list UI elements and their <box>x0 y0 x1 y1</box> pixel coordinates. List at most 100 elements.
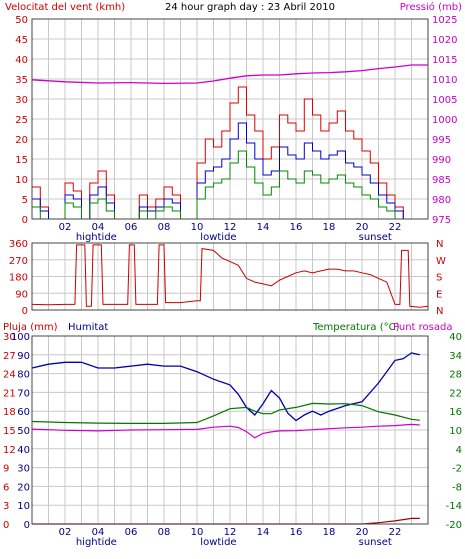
series-min <box>32 150 420 220</box>
y-tick-label: 270 <box>9 256 28 267</box>
y-tick-label: 40 <box>15 55 28 66</box>
rain-tick-label: 21 <box>3 388 16 399</box>
y2-tick-label: 1020 <box>432 35 457 46</box>
y2-tick-label: 10 <box>449 426 462 437</box>
y-tick-label: 50 <box>15 15 28 26</box>
y-tick-label: 0 <box>22 306 28 317</box>
series-direction <box>31 244 429 308</box>
chart-title: 24 hour graph day : 23 Abril 2010 <box>165 2 335 13</box>
y-tick-label: 50 <box>17 426 30 437</box>
y2-tick-label: -20 <box>446 520 462 531</box>
y-tick-label: 10 <box>15 175 28 186</box>
tide-label: sunset <box>359 537 392 548</box>
y2-tick-label: 975 <box>432 215 451 226</box>
x-tick-label: 02 <box>59 222 72 233</box>
x-tick-label: 10 <box>191 527 204 538</box>
series-pressure <box>31 64 428 85</box>
humidity-label: Humitat <box>68 322 108 333</box>
y2-tick-label: 28 <box>449 370 462 381</box>
y2-tick-label: 990 <box>432 155 451 166</box>
series-humidity <box>31 352 420 422</box>
tide-label: lowtide <box>200 537 236 548</box>
y-tick-label: 30 <box>17 464 30 475</box>
rain-tick-label: 9 <box>3 464 9 475</box>
plot-border <box>31 242 429 311</box>
y2-tick-label: 34 <box>449 351 462 362</box>
x-tick-label: 20 <box>356 222 369 233</box>
y-tick-label: 0 <box>24 520 30 531</box>
x-tick-label: 16 <box>290 222 303 233</box>
y2-tick-label: 4 <box>456 445 462 456</box>
humidity-temperature-panel: 0369121518212427300102030405060708090100… <box>3 332 462 548</box>
rain-tick-label: 18 <box>3 407 16 418</box>
x-tick-label: 12 <box>224 222 237 233</box>
y2-tick-label: -14 <box>446 501 462 512</box>
rain-tick-label: 15 <box>3 426 16 437</box>
compass-label: N <box>436 239 443 250</box>
wind-speed-label: Velocitat del vent (kmh) <box>5 2 125 13</box>
dewpoint-label: Punt rosada <box>393 322 452 333</box>
y2-tick-label: 985 <box>432 175 451 186</box>
y-tick-label: 25 <box>15 115 28 126</box>
x-tick-label: 08 <box>158 222 171 233</box>
compass-label: E <box>436 289 442 300</box>
y-tick-label: 80 <box>17 370 30 381</box>
x-tick-label: 08 <box>158 527 171 538</box>
y2-tick-label: 1000 <box>432 115 457 126</box>
y2-tick-label: -2 <box>452 464 462 475</box>
y-tick-label: 15 <box>15 155 28 166</box>
y2-tick-label: 1025 <box>432 15 457 26</box>
tide-label: sunset <box>359 232 392 243</box>
rain-tick-label: 30 <box>3 332 16 343</box>
y2-tick-label: 40 <box>449 332 462 343</box>
y2-tick-label: -8 <box>452 482 462 493</box>
pressure-label: Pressió (mb) <box>400 1 462 13</box>
x-tick-label: 18 <box>323 527 336 538</box>
x-tick-label: 18 <box>323 222 336 233</box>
x-tick-label: 06 <box>125 527 138 538</box>
y-tick-label: 5 <box>22 195 28 206</box>
y-tick-label: 40 <box>17 445 30 456</box>
x-tick-label: 04 <box>92 527 105 538</box>
y-tick-label: 45 <box>15 35 28 46</box>
x-tick-label: 20 <box>356 527 369 538</box>
y-tick-label: 20 <box>17 482 30 493</box>
y-tick-label: 180 <box>9 273 28 284</box>
x-tick-label: 16 <box>290 527 303 538</box>
compass-label: S <box>436 273 442 284</box>
x-tick-label: 14 <box>257 527 270 538</box>
y-tick-label: 90 <box>15 289 28 300</box>
y2-tick-label: 995 <box>432 135 451 146</box>
rain-tick-label: 3 <box>3 501 9 512</box>
series-gust <box>32 86 420 220</box>
rain-label: Pluja (mm) <box>3 322 58 333</box>
series-temp <box>31 402 420 424</box>
temperature-label: Temperatura (°C) <box>312 322 400 333</box>
rain-tick-label: 27 <box>3 351 16 362</box>
x-tick-label: 04 <box>92 222 105 233</box>
y-tick-label: 0 <box>22 215 28 226</box>
x-tick-label: 02 <box>59 527 72 538</box>
rain-tick-label: 24 <box>3 370 16 381</box>
y-tick-label: 30 <box>15 95 28 106</box>
y-tick-label: 90 <box>17 351 30 362</box>
y2-tick-label: 1015 <box>432 55 457 66</box>
tide-label: hightide <box>76 537 117 548</box>
series-dew <box>31 423 420 439</box>
rain-tick-label: 0 <box>3 520 9 531</box>
plot-border <box>31 18 429 220</box>
x-tick-label: 10 <box>191 222 204 233</box>
y-tick-label: 100 <box>11 332 30 343</box>
x-tick-label: 14 <box>257 222 270 233</box>
y-tick-label: 10 <box>17 501 30 512</box>
tide-label: hightide <box>76 232 117 243</box>
x-tick-label: 12 <box>224 527 237 538</box>
x-tick-label: 22 <box>389 527 402 538</box>
series-avg <box>32 122 420 220</box>
compass-label: N <box>436 306 443 317</box>
y2-tick-label: 1010 <box>432 75 457 86</box>
wind-pressure-panel: 0510152025303540455097598098599099510001… <box>15 15 457 243</box>
y2-tick-label: 1005 <box>432 95 457 106</box>
